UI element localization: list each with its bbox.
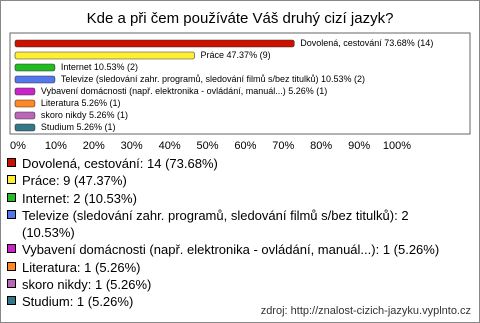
legend-label: skoro nikdy: 1 (5.26%) — [22, 277, 152, 293]
bar-label: Internet 10.53% (2) — [61, 62, 138, 72]
legend-item: Vybavení domácnosti (např. elektronika -… — [7, 241, 455, 258]
x-tick-label: 0% — [10, 140, 26, 152]
legend: Dovolená, cestování: 14 (73.68%) Práce: 9… — [7, 155, 455, 311]
legend-label: Vybavení domácnosti (např. elektronika -… — [22, 242, 440, 258]
chart: Kde a při čem používáte Váš druhý cizí j… — [9, 10, 471, 152]
x-tick-label: 30% — [121, 140, 143, 152]
bar-label: Vybavení domácnosti (např. elektronika -… — [41, 86, 327, 96]
legend-swatch — [7, 244, 16, 254]
bar — [14, 39, 295, 48]
bar-label: Studium 5.26% (1) — [41, 122, 116, 132]
legend-item: Studium: 1 (5.26%) — [7, 293, 455, 310]
x-tick-label: 100% — [383, 140, 411, 152]
legend-item: skoro nikdy: 1 (5.26%) — [7, 276, 455, 293]
bar — [14, 111, 36, 120]
x-tick-label: 70% — [272, 140, 294, 152]
legend-item: Televize (sledování zahr. programů, sled… — [7, 207, 455, 242]
legend-swatch — [7, 261, 16, 271]
legend-swatch — [7, 279, 16, 289]
x-tick-label: 90% — [348, 140, 370, 152]
legend-swatch — [7, 296, 16, 306]
x-tick-label: 40% — [159, 140, 181, 152]
legend-label: Práce: 9 (47.37%) — [22, 173, 127, 189]
legend-label: Literatura: 1 (5.26%) — [22, 259, 141, 275]
bar — [14, 123, 36, 132]
bar-label: Dovolená, cestování 73.68% (14) — [300, 38, 433, 48]
legend-label: Internet: 2 (10.53%) — [22, 190, 137, 206]
source: zdroj: http://znalost-cizich-jazyku.vypl… — [260, 305, 471, 317]
legend-swatch — [7, 209, 16, 219]
legend-swatch — [7, 175, 16, 185]
bar — [14, 99, 36, 108]
legend-swatch — [7, 158, 16, 167]
legend-item: Internet: 2 (10.53%) — [7, 190, 455, 207]
bar-label: Literatura 5.26% (1) — [41, 98, 121, 108]
x-tick-label: 20% — [83, 140, 105, 152]
chart-title: Kde a při čem používáte Váš druhý cizí j… — [87, 10, 394, 27]
bar — [14, 75, 56, 84]
legend-item: Dovolená, cestování: 14 (73.68%) — [7, 155, 455, 172]
bar — [14, 51, 195, 60]
legend-label: Televize (sledování zahr. programů, sled… — [22, 207, 409, 241]
x-tick-label: 60% — [234, 140, 256, 152]
x-tick-label: 10% — [45, 140, 67, 152]
bar-label: Televize (sledování zahr. programů, sled… — [61, 74, 365, 84]
legend-item: Práce: 9 (47.37%) — [7, 172, 455, 189]
plot-area — [9, 32, 471, 135]
legend-label: Dovolená, cestování: 14 (73.68%) — [22, 156, 218, 171]
x-tick-label: 50% — [196, 140, 218, 152]
legend-swatch — [7, 192, 16, 202]
bar-label: Práce 47.37% (9) — [201, 50, 271, 60]
bar-label: skoro nikdy 5.26% (1) — [41, 110, 128, 120]
bar — [14, 87, 36, 96]
legend-item: Literatura: 1 (5.26%) — [7, 259, 455, 276]
legend-label: Studium: 1 (5.26%) — [22, 294, 134, 310]
bar — [14, 63, 56, 72]
x-tick-label: 80% — [310, 140, 332, 152]
